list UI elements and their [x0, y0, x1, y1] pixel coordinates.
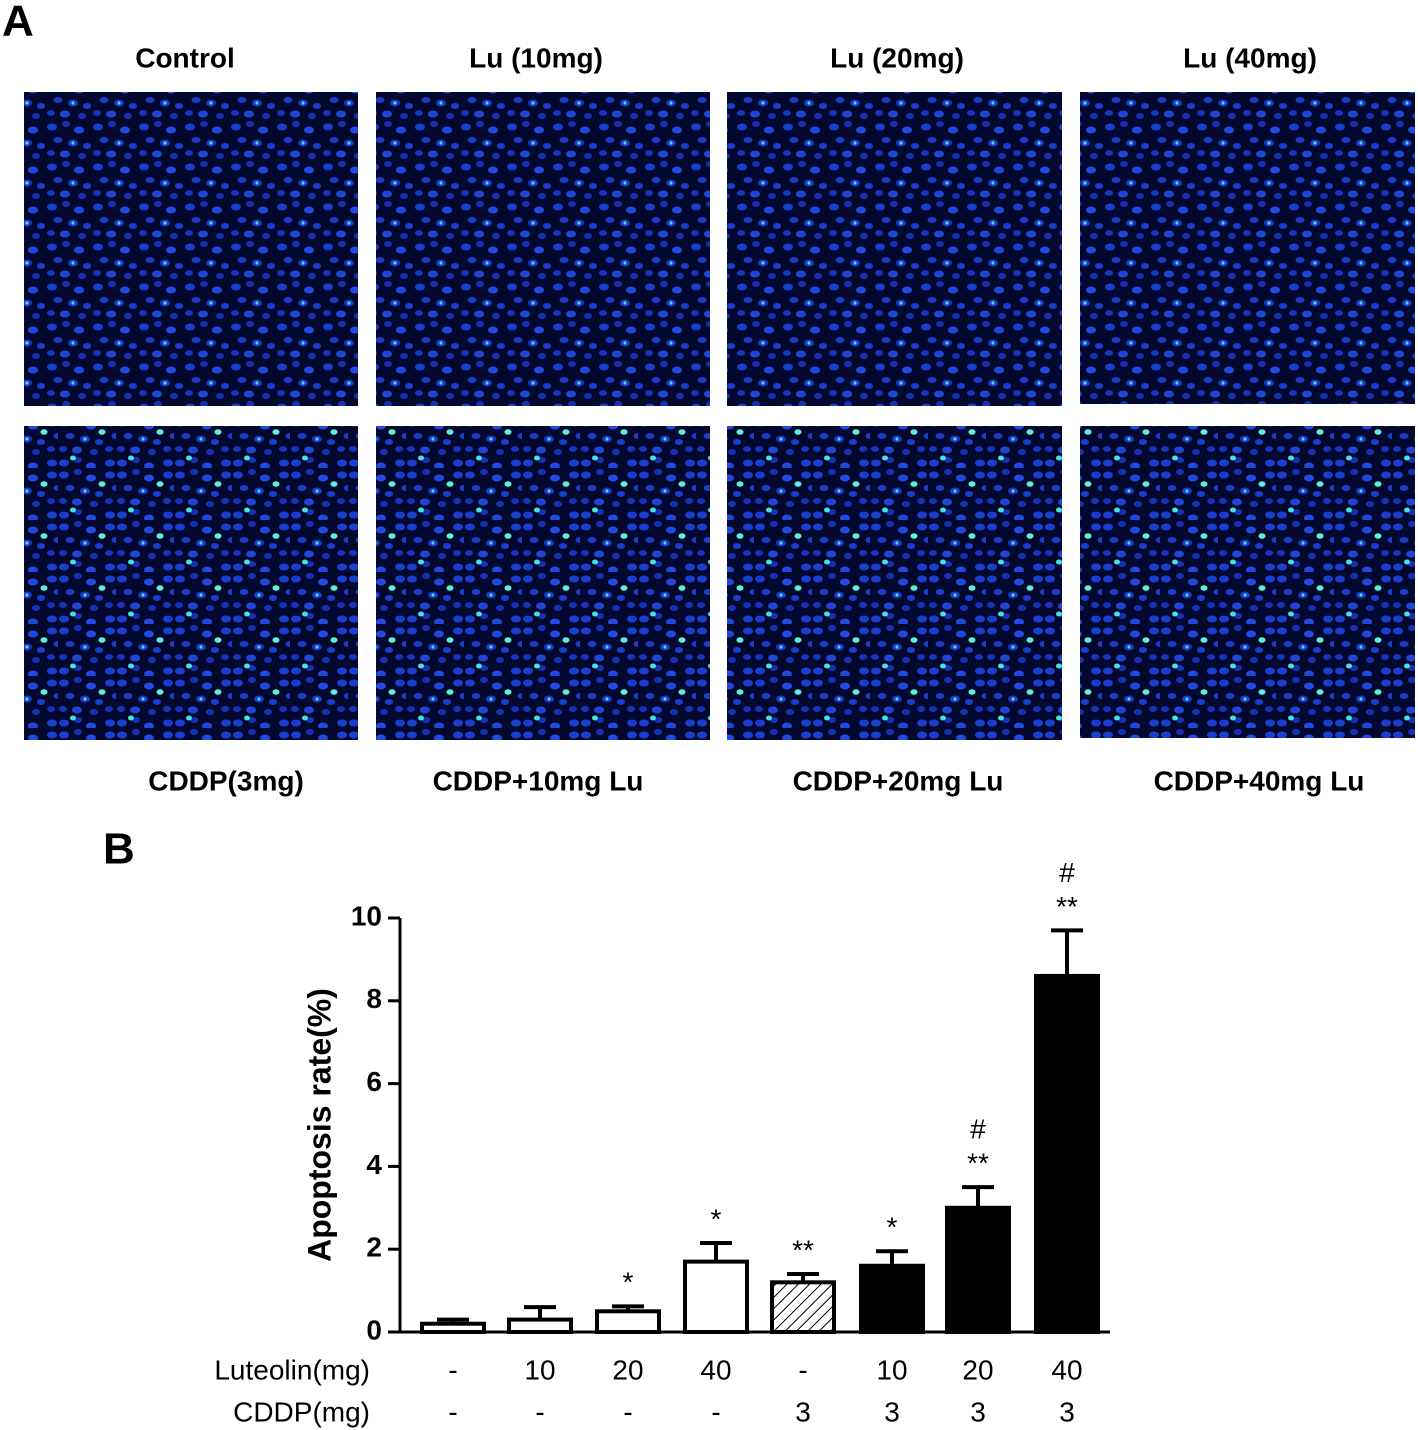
micrograph — [1080, 92, 1415, 404]
bar — [595, 1309, 661, 1335]
x-tick-label: 10 — [876, 1354, 907, 1385]
significance: ** — [792, 1234, 814, 1265]
x-tick-label: 10 — [524, 1354, 555, 1385]
x-tick-label: 40 — [700, 1354, 731, 1385]
x-tick-label: - — [535, 1396, 544, 1427]
significance: * — [887, 1212, 898, 1243]
image-label: Lu (10mg) — [469, 42, 603, 73]
x-tick-label: 3 — [970, 1396, 986, 1427]
image-label: Control — [135, 42, 235, 73]
x-tick-label: 3 — [1059, 1396, 1075, 1427]
x-tick-label: - — [711, 1396, 720, 1427]
x-tick-label: - — [448, 1354, 457, 1385]
bar — [945, 1205, 1011, 1335]
significance: # — [1059, 857, 1075, 888]
y-tick-label: 8 — [366, 983, 382, 1014]
micrograph — [376, 92, 710, 406]
row-label: Luteolin(mg) — [214, 1354, 370, 1385]
bar — [507, 1317, 573, 1334]
image-label: Lu (20mg) — [830, 42, 964, 73]
significance: ** — [967, 1147, 989, 1178]
micrograph — [24, 426, 358, 740]
y-axis-label: Apoptosis rate(%) — [301, 988, 337, 1262]
image-label: CDDP+40mg Lu — [1154, 765, 1365, 796]
micrographs — [24, 92, 1415, 740]
bar — [1034, 973, 1100, 1335]
x-tick-label: 3 — [884, 1396, 900, 1427]
image-label: Lu (40mg) — [1183, 42, 1317, 73]
bar — [683, 1259, 749, 1334]
significance: # — [970, 1113, 986, 1144]
x-tick-label: - — [448, 1396, 457, 1427]
bar — [420, 1321, 486, 1334]
significance: * — [623, 1267, 634, 1298]
y-tick-label: 2 — [366, 1232, 382, 1263]
x-tick-label: 40 — [1051, 1354, 1082, 1385]
micrograph — [727, 92, 1062, 406]
x-tick-label: 20 — [612, 1354, 643, 1385]
x-tick-label: - — [798, 1354, 807, 1385]
y-tick-label: 0 — [366, 1314, 382, 1345]
y-tick-label: 10 — [351, 900, 382, 931]
panel-label: B — [103, 825, 135, 874]
x-tick-label: 20 — [962, 1354, 993, 1385]
significance: ** — [1056, 891, 1078, 922]
panel-label: A — [2, 0, 34, 46]
y-tick-label: 6 — [366, 1066, 382, 1097]
micrograph — [727, 426, 1062, 740]
row-label: CDDP(mg) — [233, 1396, 370, 1427]
image-label: CDDP+10mg Lu — [433, 765, 644, 796]
micrograph — [1080, 426, 1415, 738]
y-tick-label: 4 — [366, 1149, 382, 1180]
micrograph — [376, 426, 710, 740]
image-label: CDDP(3mg) — [148, 765, 304, 796]
x-tick-label: - — [623, 1396, 632, 1427]
bar — [770, 1280, 836, 1334]
image-label: CDDP+20mg Lu — [793, 765, 1004, 796]
x-tick-label: 3 — [795, 1396, 811, 1427]
bar — [859, 1263, 925, 1335]
micrograph — [24, 92, 358, 406]
significance: * — [711, 1203, 722, 1234]
